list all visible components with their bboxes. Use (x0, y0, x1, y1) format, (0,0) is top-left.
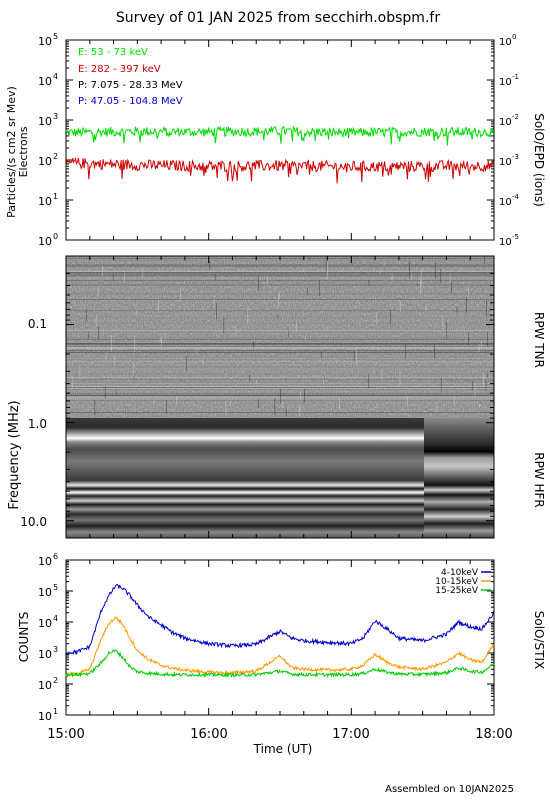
epd-ylabel-right: SolO/EPD (ions) (532, 113, 546, 207)
hfr-spectrogram-late (424, 418, 494, 538)
x-tick-label: 16:00 (190, 727, 227, 742)
x-tick-label: 15:00 (47, 727, 84, 742)
x-axis-label: Time (UT) (253, 742, 313, 756)
particles-series (65, 125, 494, 184)
y2-tick-exponent: -2 (512, 113, 519, 121)
y2-tick-label: 10 (499, 197, 512, 208)
y2-tick-label: 10 (499, 117, 512, 128)
radio-tick-label: 0.1 (28, 317, 47, 331)
legend-item-p47: P: 47.05 - 104.8 MeV (78, 96, 183, 107)
electrons-ylabel: Electrons (17, 126, 30, 177)
y2-tick-exponent: -1 (512, 73, 519, 81)
y-tick-exponent: 3 (53, 112, 58, 121)
radio-ylabel: Frequency (MHz) (7, 400, 22, 509)
rpw-hfr-label: RPW HFR (532, 452, 546, 508)
radio-tick-label: 1.0 (28, 417, 47, 431)
x-tick-label: 18:00 (475, 727, 512, 742)
radio-ticks (66, 272, 494, 522)
stix-series-line-0 (66, 583, 495, 656)
y-tick-exponent: 2 (53, 676, 58, 685)
y-tick-label: 10 (38, 679, 52, 692)
figure-title: Survey of 01 JAN 2025 from secchirh.obsp… (116, 10, 440, 26)
y-tick-exponent: 4 (53, 72, 58, 81)
y-tick-label: 10 (38, 235, 52, 248)
y-tick-label: 10 (38, 35, 52, 48)
legend-item-15-25kev: 15-25keV (435, 586, 479, 596)
series-line-1 (65, 157, 494, 184)
particles-ticks: 10 010 -510 110 -410 210 -310 310 -210 410 -110 510… (38, 32, 520, 248)
y-tick-label: 10 (38, 586, 52, 599)
y-tick-label: 10 (38, 115, 52, 128)
legend-item-p7: P: 7.075 - 28.33 MeV (78, 80, 183, 91)
y-tick-label: 10 (38, 195, 52, 208)
rpw-tnr-label: RPW TNR (532, 312, 546, 368)
stix-legend: 4-10keV 10-15keV 15-25keV (435, 568, 491, 596)
y-tick-exponent: 2 (53, 152, 58, 161)
y2-tick-exponent: -4 (512, 193, 520, 201)
y-tick-exponent: 5 (53, 583, 58, 592)
particles-ylabel: Particles/(s cm2 sr Mev) (5, 86, 18, 218)
y-tick-exponent: 6 (53, 552, 58, 561)
stix-ylabel: COUNTS (17, 612, 31, 663)
particles-plot-area (65, 39, 495, 241)
y-tick-label: 10 (38, 555, 52, 568)
stix-ylabel-right: SolO/STIX (532, 611, 546, 670)
y-tick-label: 10 (38, 75, 52, 88)
y-tick-exponent: 5 (53, 32, 58, 41)
y2-tick-label: 10 (499, 237, 512, 248)
x-tick-label: 17:00 (332, 727, 369, 742)
legend-item-e53: E: 53 - 73 keV (78, 47, 148, 58)
hfr-spectrogram-main (66, 418, 424, 538)
y-tick-exponent: 1 (53, 707, 58, 716)
radio-tick-label: 10.0 (20, 515, 47, 529)
y2-tick-label: 10 (499, 77, 512, 88)
assembled-footer: Assembled on 10JAN2025 (385, 784, 514, 795)
legend-item-e282: E: 282 - 397 keV (78, 64, 161, 75)
legend-item-4-10kev: 4-10keV (441, 568, 479, 578)
y2-tick-exponent: 0 (512, 33, 516, 41)
particles-panel: 10 010 -510 110 -410 210 -310 310 -210 410 -110 510… (5, 32, 546, 248)
y-tick-exponent: 3 (53, 645, 58, 654)
y-tick-exponent: 1 (53, 192, 58, 201)
stix-series-line-2 (65, 649, 495, 679)
y-tick-label: 10 (38, 710, 52, 723)
y2-tick-label: 10 (499, 157, 512, 168)
radio-panel: 0.1 1.0 10.0 Frequency (MHz) RPW TNR RPW… (7, 255, 546, 539)
y2-tick-exponent: -3 (512, 153, 519, 161)
y2-tick-label: 10 (499, 37, 512, 48)
tnr-horizontal-bands (65, 256, 494, 417)
series-line-0 (65, 125, 494, 146)
y-tick-label: 10 (38, 155, 52, 168)
y-tick-exponent: 0 (53, 232, 58, 241)
legend-item-10-15kev: 10-15keV (435, 577, 479, 587)
stix-plot-area (65, 559, 495, 716)
y-tick-label: 10 (38, 648, 52, 661)
y-tick-exponent: 4 (53, 614, 58, 623)
stix-series (65, 583, 495, 679)
y-tick-label: 10 (38, 617, 52, 630)
y2-tick-exponent: -5 (512, 233, 519, 241)
stix-series-line-1 (65, 616, 495, 677)
